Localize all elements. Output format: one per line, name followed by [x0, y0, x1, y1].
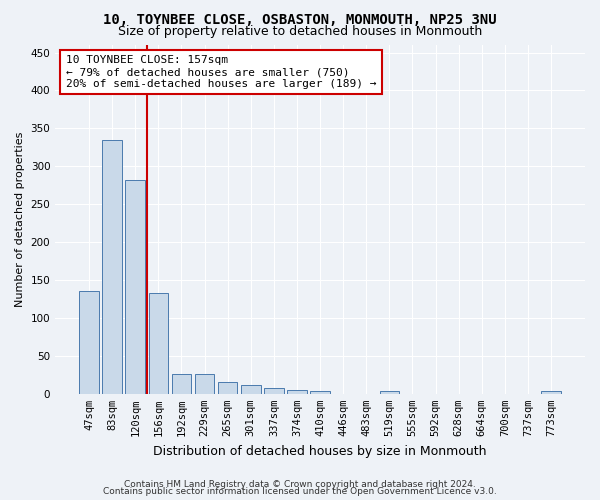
- Bar: [218, 382, 238, 394]
- Y-axis label: Number of detached properties: Number of detached properties: [15, 132, 25, 307]
- Text: 10, TOYNBEE CLOSE, OSBASTON, MONMOUTH, NP25 3NU: 10, TOYNBEE CLOSE, OSBASTON, MONMOUTH, N…: [103, 12, 497, 26]
- Bar: [287, 390, 307, 394]
- Bar: [149, 293, 168, 394]
- Text: 10 TOYNBEE CLOSE: 157sqm
← 79% of detached houses are smaller (750)
20% of semi-: 10 TOYNBEE CLOSE: 157sqm ← 79% of detach…: [66, 56, 376, 88]
- Bar: [541, 391, 561, 394]
- Text: Contains HM Land Registry data © Crown copyright and database right 2024.: Contains HM Land Registry data © Crown c…: [124, 480, 476, 489]
- Text: Contains public sector information licensed under the Open Government Licence v3: Contains public sector information licen…: [103, 488, 497, 496]
- Bar: [380, 391, 399, 394]
- Bar: [264, 388, 284, 394]
- Bar: [79, 292, 99, 394]
- Bar: [195, 374, 214, 394]
- X-axis label: Distribution of detached houses by size in Monmouth: Distribution of detached houses by size …: [154, 444, 487, 458]
- Bar: [125, 180, 145, 394]
- Bar: [103, 140, 122, 394]
- Bar: [310, 391, 330, 394]
- Bar: [241, 386, 260, 394]
- Bar: [172, 374, 191, 394]
- Text: Size of property relative to detached houses in Monmouth: Size of property relative to detached ho…: [118, 25, 482, 38]
